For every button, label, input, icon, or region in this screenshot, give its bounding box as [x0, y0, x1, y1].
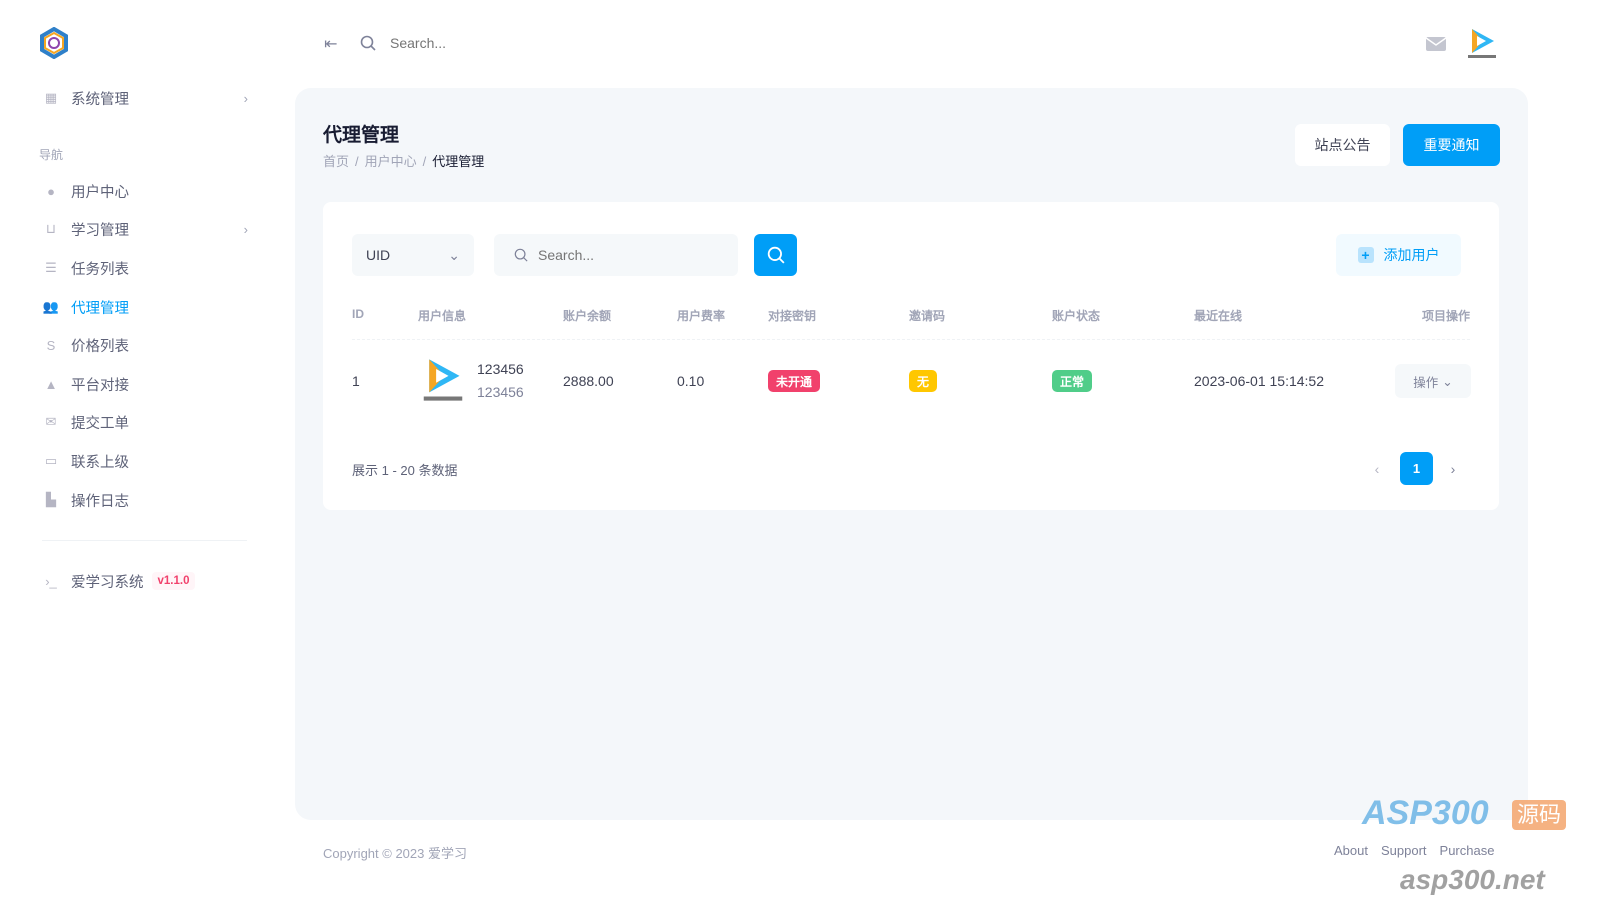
column-header[interactable]: 账户余额 [563, 309, 612, 323]
cell-last-online: 2023-06-01 15:14:52 [1194, 373, 1324, 389]
sidebar: ▦ 系统管理 › 导航 ● 用户中心 ⊔ 学习管理 › ☰ 任务列表 👥 代理管理 S 价格… [0, 0, 295, 900]
header-divider [352, 339, 1470, 340]
actions-label: 操作 [1413, 375, 1439, 390]
page-title: 代理管理 [323, 125, 400, 146]
sidebar-item-user-center[interactable]: ● 用户中心 [42, 179, 248, 203]
sidebar-item-label: 操作日志 [71, 493, 129, 510]
sidebar-item-prices[interactable]: S 价格列表 [42, 333, 248, 357]
cell-id: 1 [352, 373, 360, 389]
sidebar-item-label: 平台对接 [71, 377, 129, 394]
user-avatar [423, 359, 463, 401]
watermark: 源码 [1512, 800, 1567, 830]
account-status-badge: 正常 [1052, 370, 1093, 392]
table-search-input[interactable] [538, 247, 718, 263]
sidebar-item-label: 联系上级 [71, 454, 129, 471]
row-actions-button[interactable]: 操作 ⌄ [1395, 364, 1471, 398]
global-search-input[interactable] [390, 35, 590, 51]
column-header[interactable]: 最近在线 [1194, 309, 1243, 323]
add-user-button[interactable]: + 添加用户 [1336, 234, 1461, 276]
copyright: Copyright © 2023 爱学习 [323, 846, 467, 861]
collapse-sidebar-icon[interactable]: ⇤ [324, 36, 338, 53]
grid-icon: ▦ [44, 90, 58, 105]
column-header[interactable]: 项目操作 [1422, 309, 1471, 323]
mail-icon[interactable] [1426, 37, 1446, 51]
prev-page-button[interactable]: ‹ [1374, 460, 1380, 477]
cart-icon: ⊔ [45, 221, 57, 236]
message-icon: ▭ [44, 453, 58, 468]
search-icon [360, 35, 376, 51]
sidebar-item-label: 爱学习系统 [71, 574, 144, 591]
watermark: ASP300 [1362, 794, 1489, 832]
column-header[interactable]: 用户费率 [677, 309, 726, 323]
select-value: UID [366, 247, 391, 263]
column-header[interactable]: 账户状态 [1052, 309, 1101, 323]
pagination-info: 展示 1 - 20 条数据 [352, 463, 458, 478]
search-icon [767, 246, 785, 264]
cell-account: 123456 [477, 384, 524, 400]
column-header[interactable]: 对接密钥 [768, 309, 817, 323]
sidebar-item-contact[interactable]: ▭ 联系上级 [42, 449, 248, 473]
sidebar-divider [42, 540, 247, 541]
user-avatar[interactable] [1466, 26, 1498, 60]
agents-card: UID ⌄ + 添加用户 ID 用户信息 账户余额 用户费率 对接密钥 邀请码 账户… [323, 202, 1499, 510]
site-notice-button[interactable]: 站点公告 [1295, 124, 1390, 166]
sidebar-item-system[interactable]: ▦ 系统管理 › [42, 86, 248, 110]
breadcrumb: 首页 / 用户中心 / 代理管理 [323, 154, 485, 169]
cell-username: 123456 [477, 361, 524, 377]
sidebar-item-logs[interactable]: ▙ 操作日志 [42, 488, 248, 512]
triangle-icon: ▲ [44, 376, 58, 392]
sidebar-item-label: 学习管理 [71, 222, 129, 239]
footer-link-purchase[interactable]: Purchase [1439, 843, 1495, 858]
sidebar-item-label: 任务列表 [71, 261, 129, 278]
sidebar-item-ticket[interactable]: ✉ 提交工单 [42, 410, 248, 434]
column-header[interactable]: 邀请码 [909, 309, 946, 323]
cell-rate: 0.10 [677, 373, 705, 389]
chart-icon: ▙ [46, 492, 56, 507]
sidebar-item-system-version[interactable]: ›_ 爱学习系统 v1.1.0 [42, 569, 248, 593]
nav-section-label: 导航 [39, 148, 64, 162]
list-icon: ☰ [45, 260, 57, 275]
key-status-badge: 未开通 [768, 370, 821, 392]
table-search [494, 234, 738, 276]
search-field-select[interactable]: UID ⌄ [352, 234, 474, 276]
search-button[interactable] [754, 234, 797, 276]
watermark: asp300.net [1400, 864, 1545, 895]
next-page-button[interactable]: › [1450, 460, 1456, 477]
chevron-right-icon: › [243, 90, 248, 106]
sidebar-item-study[interactable]: ⊔ 学习管理 › [42, 217, 248, 241]
terminal-icon: ›_ [45, 573, 57, 589]
sidebar-item-label: 用户中心 [71, 184, 129, 201]
column-header[interactable]: ID [352, 307, 364, 321]
sidebar-item-platform[interactable]: ▲ 平台对接 [42, 372, 248, 396]
add-user-label: 添加用户 [1383, 247, 1440, 263]
sidebar-item-label: 代理管理 [71, 300, 129, 317]
important-notice-button[interactable]: 重要通知 [1403, 124, 1500, 166]
breadcrumb-current: 代理管理 [432, 154, 485, 169]
sidebar-item-label: 提交工单 [71, 415, 129, 432]
plus-icon: + [1357, 247, 1374, 263]
footer-link-support[interactable]: Support [1380, 843, 1427, 858]
version-badge: v1.1.0 [151, 572, 196, 590]
chevron-down-icon: ⌄ [1442, 374, 1453, 389]
dollar-icon: S [46, 337, 56, 353]
breadcrumb-user-center[interactable]: 用户中心 [364, 154, 417, 169]
app-logo[interactable] [38, 27, 70, 59]
breadcrumb-home[interactable]: 首页 [323, 154, 350, 169]
chevron-right-icon: › [243, 221, 248, 237]
column-header[interactable]: 用户信息 [418, 309, 467, 323]
search-icon [514, 248, 528, 262]
envelope-icon: ✉ [45, 414, 57, 429]
page-1-button[interactable]: 1 [1400, 452, 1433, 485]
users-icon: 👥 [42, 299, 60, 314]
sidebar-item-label: 系统管理 [71, 91, 129, 108]
sidebar-item-label: 价格列表 [71, 338, 129, 355]
cell-balance: 2888.00 [563, 373, 614, 389]
invite-code-badge: 无 [909, 370, 938, 392]
sidebar-item-tasks[interactable]: ☰ 任务列表 [42, 256, 248, 280]
user-icon: ● [47, 183, 55, 199]
footer-links: About Support Purchase [1334, 843, 1494, 859]
footer-link-about[interactable]: About [1334, 843, 1368, 858]
chevron-down-icon: ⌄ [448, 246, 460, 263]
sidebar-item-agents[interactable]: 👥 代理管理 [42, 295, 248, 319]
